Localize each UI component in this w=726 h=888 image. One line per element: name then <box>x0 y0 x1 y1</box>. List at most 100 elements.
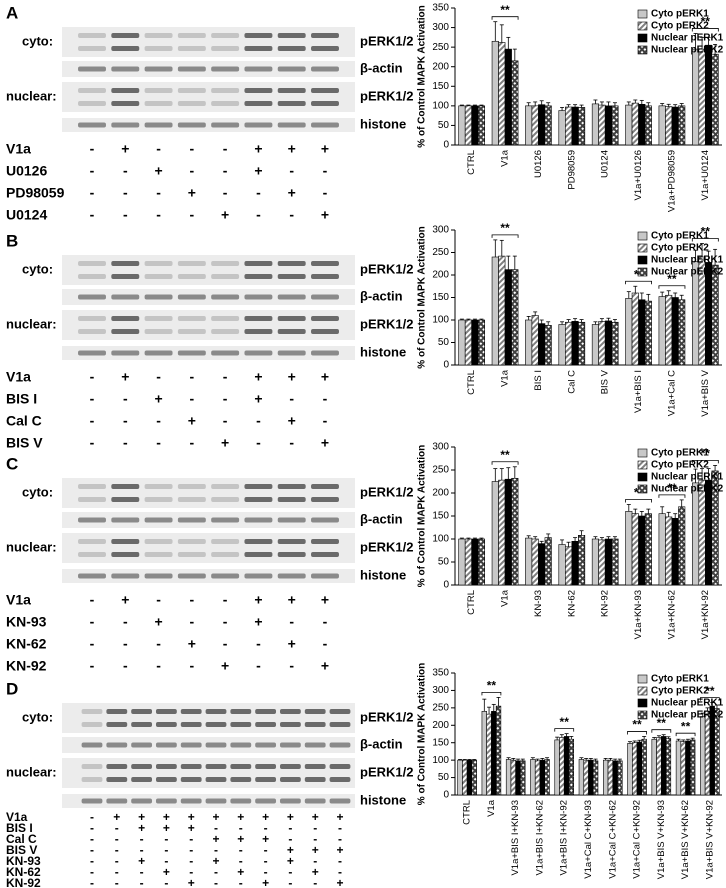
blot-band <box>131 777 153 782</box>
legend-label: Nuclear pERK1 <box>651 472 724 483</box>
bar <box>568 738 574 796</box>
error-bar <box>714 704 719 709</box>
treatment-name: KN-93 <box>6 854 41 868</box>
bar <box>558 324 566 366</box>
error-bar <box>606 101 611 106</box>
bar <box>491 711 497 796</box>
treatment-sign: - <box>164 876 168 888</box>
bar <box>565 321 573 366</box>
treatment-sign: - <box>189 865 193 879</box>
blot-band <box>244 261 273 266</box>
error-bar <box>459 318 464 320</box>
error-bar <box>466 318 471 320</box>
error-bar <box>706 468 711 481</box>
blot-band <box>78 122 106 128</box>
bar <box>515 760 521 796</box>
bar <box>520 760 526 796</box>
error-bar <box>526 315 531 320</box>
blot-band <box>230 742 252 748</box>
treatment-sign: - <box>313 821 317 835</box>
band-label: β-actin <box>360 511 403 526</box>
blot-band <box>244 552 273 557</box>
treatment-sign: - <box>190 658 195 674</box>
fraction-label: nuclear: <box>6 539 57 554</box>
legend-swatch <box>637 472 648 482</box>
blot-band <box>177 484 206 489</box>
blot-band <box>180 742 202 748</box>
blot-band <box>78 66 106 72</box>
treatment-sign: - <box>156 369 161 385</box>
blot-band <box>277 88 306 93</box>
bar <box>625 298 633 366</box>
blot-band <box>277 329 306 334</box>
bar <box>563 736 570 796</box>
blot-band <box>106 798 128 804</box>
bar <box>491 40 499 146</box>
legend-swatch <box>637 243 648 253</box>
bar <box>571 540 579 586</box>
error-bar <box>606 536 611 539</box>
bar <box>458 105 466 146</box>
error-bar <box>579 530 584 536</box>
treatment-sign: - <box>323 636 328 652</box>
treatment-sign: + <box>188 413 196 429</box>
error-bar <box>693 468 698 483</box>
blot-band <box>177 66 206 72</box>
treatment-sign: - <box>264 854 268 868</box>
y-tick-label: 50 <box>438 557 450 568</box>
treatment-sign: + <box>212 810 219 824</box>
error-bar <box>472 104 477 106</box>
treatment-sign: - <box>239 854 243 868</box>
treatment-name: U0124 <box>6 207 47 223</box>
blot-band <box>211 261 240 266</box>
bar <box>641 738 647 796</box>
x-tick-label: CTRL <box>466 370 477 395</box>
treatment-sign: - <box>289 163 294 179</box>
legend-swatch <box>637 674 648 684</box>
significance-bracket <box>491 234 519 238</box>
treatment-sign: + <box>254 163 262 179</box>
bar <box>498 42 506 146</box>
blot-strip <box>62 289 355 305</box>
blot-band <box>144 66 173 72</box>
treatment-sign: + <box>321 592 329 608</box>
blot-band <box>111 274 140 279</box>
blot-band <box>205 798 227 804</box>
legend-swatch <box>637 33 648 43</box>
treatment-name: BIS V <box>6 843 37 857</box>
treatment-sign: - <box>156 185 161 201</box>
bar <box>511 269 519 366</box>
treatment-name: KN-62 <box>6 636 47 652</box>
treatment-sign: + <box>336 876 343 888</box>
bar <box>531 105 539 146</box>
blot-strip <box>62 346 355 360</box>
x-tick-label: V1a+BIS V <box>700 369 711 416</box>
error-bar <box>700 468 705 481</box>
blot-band <box>311 552 339 557</box>
error-bar <box>506 255 511 270</box>
x-tick-label: V1a <box>500 589 511 607</box>
error-bar <box>693 33 698 50</box>
treatment-sign: - <box>256 413 261 429</box>
treatment-sign: - <box>190 391 195 407</box>
blot-band <box>329 764 351 769</box>
treatment-sign: - <box>289 658 294 674</box>
legend-label: Cyto pERK2 <box>651 21 709 32</box>
x-tick-label: V1a+Cal C+KN-93 <box>583 800 594 879</box>
blot-strip <box>62 569 355 583</box>
error-bar <box>666 103 671 107</box>
bar <box>591 324 599 366</box>
blot-band <box>144 539 173 544</box>
treatment-sign: + <box>288 592 296 608</box>
treatment-sign: - <box>264 821 268 835</box>
error-bar <box>588 758 593 761</box>
error-bar <box>472 537 477 539</box>
legend-label: Nuclear pERK2 <box>651 45 724 56</box>
blot-band <box>205 777 227 782</box>
x-tick-label: V1a+BIS I+KN-62 <box>534 800 545 876</box>
blot-band <box>311 274 339 279</box>
blot-band <box>244 329 273 334</box>
y-tick-label: 350 <box>432 3 449 14</box>
bar <box>704 711 711 796</box>
treatment-sign: - <box>289 435 294 451</box>
